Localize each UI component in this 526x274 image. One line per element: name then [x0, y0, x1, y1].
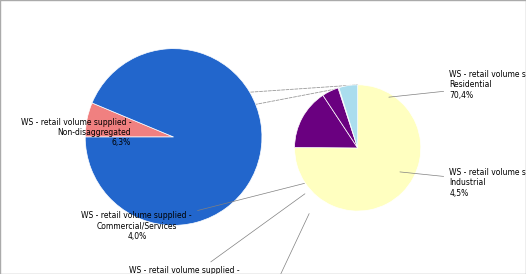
- Wedge shape: [323, 88, 358, 148]
- Text: WS - retail volume supplied -
Industrial
4,5%: WS - retail volume supplied - Industrial…: [400, 168, 526, 198]
- Text: WS - retail volume supplied -
Others
14,6%: WS - retail volume supplied - Others 14,…: [200, 214, 310, 274]
- Wedge shape: [295, 95, 358, 148]
- Wedge shape: [295, 85, 421, 211]
- Text: WS - retail volume supplied -
Residential
70,4%: WS - retail volume supplied - Residentia…: [389, 70, 526, 100]
- Wedge shape: [85, 48, 262, 226]
- Text: WS - retail volume supplied -
Commercial/Services
4,0%: WS - retail volume supplied - Commercial…: [82, 183, 305, 241]
- Text: WS - retail volume supplied -
Agriculture/livestock
0,2%: WS - retail volume supplied - Agricultur…: [129, 194, 305, 274]
- Wedge shape: [85, 103, 174, 137]
- Text: WS - retail volume supplied -
Non-disaggregated
6,3%: WS - retail volume supplied - Non-disagg…: [21, 118, 131, 147]
- Text: Others
93,7%: Others 93,7%: [77, 238, 103, 257]
- Wedge shape: [339, 85, 358, 148]
- Wedge shape: [338, 88, 358, 148]
